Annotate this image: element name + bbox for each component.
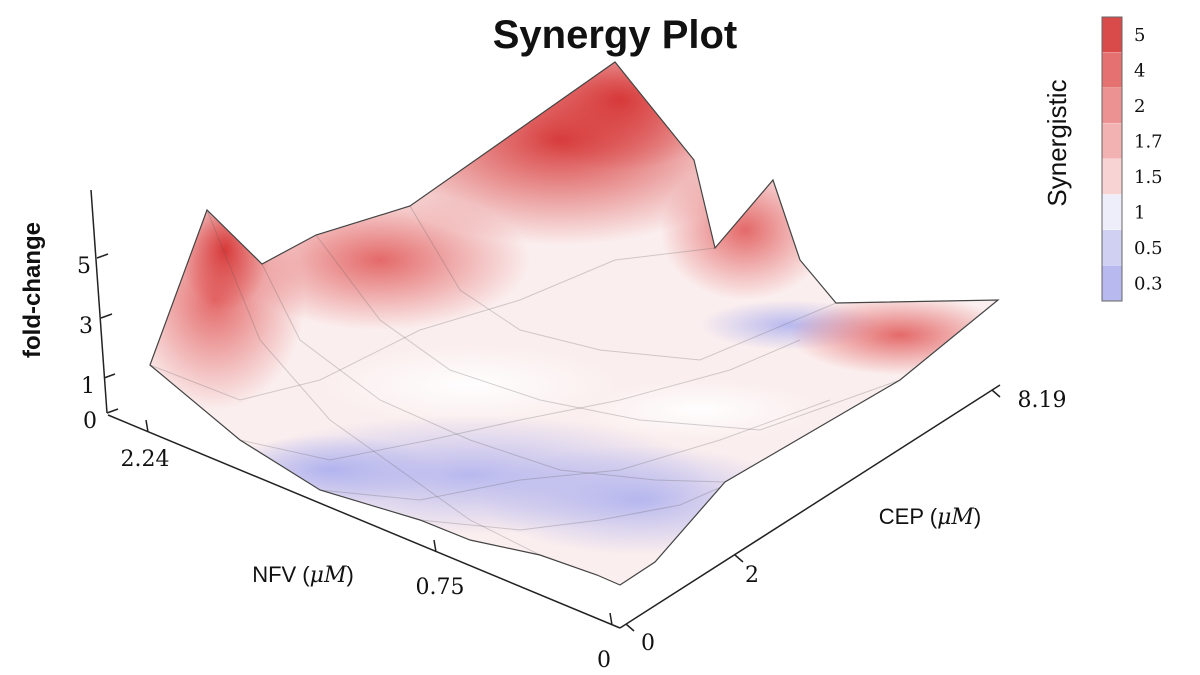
z-axis-title: fold-change xyxy=(19,222,46,358)
mesh-line-8 xyxy=(419,469,761,531)
z-tick-label-5: 5 xyxy=(77,254,91,279)
y-tick-mark-8.19 xyxy=(991,389,1001,398)
surface-mesh xyxy=(150,179,901,556)
y-tick-label-2: 2 xyxy=(745,563,759,588)
mesh-line-4 xyxy=(206,209,541,556)
mesh-line-3 xyxy=(409,205,837,361)
mesh-line-2 xyxy=(315,234,901,431)
colorbar-swatch-5 xyxy=(1102,194,1122,231)
y-axis-title-prefix: CEP ( xyxy=(879,504,938,529)
colorbar-swatch-3 xyxy=(1102,123,1122,160)
y-tick-label-0: 0 xyxy=(641,631,655,656)
colorbar-label-1.5: 1.5 xyxy=(1134,167,1163,188)
colorbar-swatch-6 xyxy=(1102,230,1122,266)
y-tick-label-8.19: 8.19 xyxy=(1018,388,1067,413)
y-axis: 0 2 8.19 CEP (μM) xyxy=(619,384,1067,656)
surface-ridge-right-tip xyxy=(790,295,998,375)
colorbar-label-0.3: 0.3 xyxy=(1134,273,1163,294)
surface-edge xyxy=(149,61,1000,586)
chart-title: Synergy Plot xyxy=(493,13,738,57)
mesh-line-7 xyxy=(319,399,831,501)
colorbar-label-0.5: 0.5 xyxy=(1134,238,1163,259)
colorbar-label-1: 1 xyxy=(1134,202,1145,223)
colorbar-swatches xyxy=(1102,17,1122,302)
z-axis-line xyxy=(90,189,108,414)
z-tick-label-3: 3 xyxy=(79,314,93,339)
mesh-line-1 xyxy=(261,263,726,483)
z-tick-label-0: 0 xyxy=(83,409,97,434)
x-axis-title: NFV (μM) xyxy=(252,562,354,588)
y-tick-mark-0 xyxy=(625,623,635,632)
z-tick-mark-3 xyxy=(100,313,113,319)
y-tick-mark-2 xyxy=(734,554,744,563)
surface-low-zone-3 xyxy=(220,435,440,505)
surface xyxy=(149,61,1000,586)
y-axis-line xyxy=(619,384,1001,629)
colorbar-swatch-2 xyxy=(1102,88,1122,124)
x-axis-title-unit: μM xyxy=(310,563,347,588)
colorbar-frame xyxy=(1101,16,1123,302)
colorbar-swatch-7 xyxy=(1102,265,1122,302)
y-axis-title-suffix: ) xyxy=(974,504,981,529)
x-axis-line xyxy=(107,414,621,629)
colorbar-swatch-0 xyxy=(1102,17,1122,53)
mesh-line-5 xyxy=(150,179,774,401)
surface-neutral-band xyxy=(320,345,620,425)
colorbar-label-2: 2 xyxy=(1134,96,1145,117)
colorbar-title: Synergistic xyxy=(1042,79,1072,206)
colorbar-label-4: 4 xyxy=(1134,60,1145,81)
surface-ridge-right xyxy=(660,160,830,300)
colorbar-ticks: 5 4 2 1.7 1.5 1 0.5 0.3 xyxy=(1134,25,1163,295)
x-axis-title-prefix: NFV ( xyxy=(252,562,310,587)
x-tick-mark-2.24 xyxy=(145,419,149,433)
surface-mid-red xyxy=(230,190,530,330)
colorbar-label-5: 5 xyxy=(1134,25,1145,46)
x-tick-mark-0.75 xyxy=(433,539,437,553)
x-tick-label-2.24: 2.24 xyxy=(121,447,170,472)
z-tick-mark-1 xyxy=(103,373,116,379)
surface-neutral-band-2 xyxy=(580,380,820,440)
colorbar-swatch-4 xyxy=(1102,159,1122,195)
colorbar-swatch-1 xyxy=(1102,52,1122,89)
z-axis: 0 1 3 5 fold-change xyxy=(19,189,119,434)
x-tick-label-0: 0 xyxy=(597,648,611,673)
z-tick-mark-0 xyxy=(106,408,119,414)
y-axis-title: CEP (μM) xyxy=(879,504,981,530)
mesh-line-6 xyxy=(239,339,801,461)
x-axis: 2.24 0.75 0 NFV (μM) xyxy=(107,414,621,673)
surface-low-zone-2 xyxy=(480,445,800,555)
x-tick-mark-0 xyxy=(609,612,613,626)
x-axis-title-suffix: ) xyxy=(346,562,353,587)
y-axis-title-unit: μM xyxy=(937,505,974,530)
colorbar-label-1.7: 1.7 xyxy=(1134,131,1163,152)
z-tick-mark-5 xyxy=(96,253,109,259)
x-tick-label-0.75: 0.75 xyxy=(416,575,465,600)
z-tick-label-1: 1 xyxy=(81,374,95,399)
colorbar: Synergistic 5 4 2 1.7 1.5 1 0.5 0.3 xyxy=(1042,16,1163,302)
